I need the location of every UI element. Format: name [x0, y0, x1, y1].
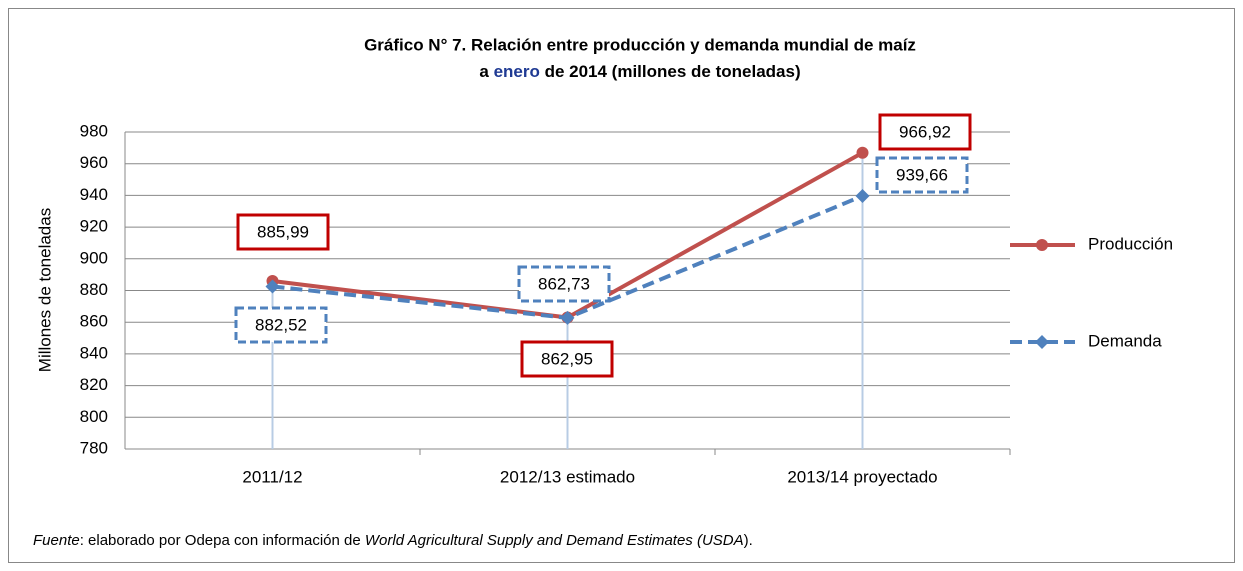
point: [560, 310, 575, 325]
point: [265, 279, 280, 294]
y-tick-label: 880: [80, 280, 108, 299]
subtitle-part: de 2014 (millones de toneladas): [540, 62, 801, 81]
source-part: ).: [744, 532, 753, 549]
y-tick-label: 980: [80, 121, 108, 140]
value-label: 862,73: [538, 274, 590, 293]
x-tick-label: 2012/13 estimado: [500, 467, 635, 486]
point: [855, 188, 870, 203]
y-tick-label: 960: [80, 153, 108, 172]
y-tick-label: 940: [80, 185, 108, 204]
x-tick-label: 2011/12: [242, 467, 302, 486]
legend-label: Demanda: [1088, 331, 1162, 350]
source-part: World Agricultural Supply and Demand Est…: [365, 532, 744, 549]
point: [856, 146, 869, 159]
x-tick-label: 2013/14 proyectado: [787, 467, 937, 486]
value-label-box: [517, 265, 611, 303]
y-tick-label: 860: [80, 312, 108, 331]
legend-marker: [1036, 239, 1048, 251]
y-tick-label: 920: [80, 217, 108, 236]
value-label-box: [234, 306, 328, 344]
value-label: 885,99: [257, 222, 309, 241]
chart-title: Gráfico N° 7. Relación entre producción …: [364, 35, 916, 54]
legend-label: Producción: [1088, 234, 1173, 253]
value-label-box: [875, 156, 969, 194]
source-part: Fuente: [33, 532, 80, 549]
chart-subtitle: a enero de 2014 (millones de toneladas): [479, 62, 800, 81]
subtitle-part: enero: [494, 62, 540, 81]
y-tick-label: 780: [80, 438, 108, 457]
y-tick-label: 800: [80, 407, 108, 426]
value-label-box: [236, 213, 330, 251]
subtitle-part: a: [479, 62, 493, 81]
y-tick-label: 840: [80, 343, 108, 362]
legend-marker: [1035, 335, 1049, 349]
value-label: 966,92: [899, 122, 951, 141]
y-tick-label: 900: [80, 248, 108, 267]
value-label-box: [878, 113, 972, 151]
value-label: 862,95: [541, 349, 593, 368]
source-part: : elaborado por Odepa con información de: [80, 532, 365, 549]
y-axis-label: Millones de toneladas: [35, 208, 54, 372]
value-label-box: [520, 340, 614, 378]
source-note: Fuente: elaborado por Odepa con informac…: [33, 532, 753, 549]
y-tick-label: 820: [80, 375, 108, 394]
value-label: 882,52: [255, 315, 307, 334]
value-label: 939,66: [896, 165, 948, 184]
